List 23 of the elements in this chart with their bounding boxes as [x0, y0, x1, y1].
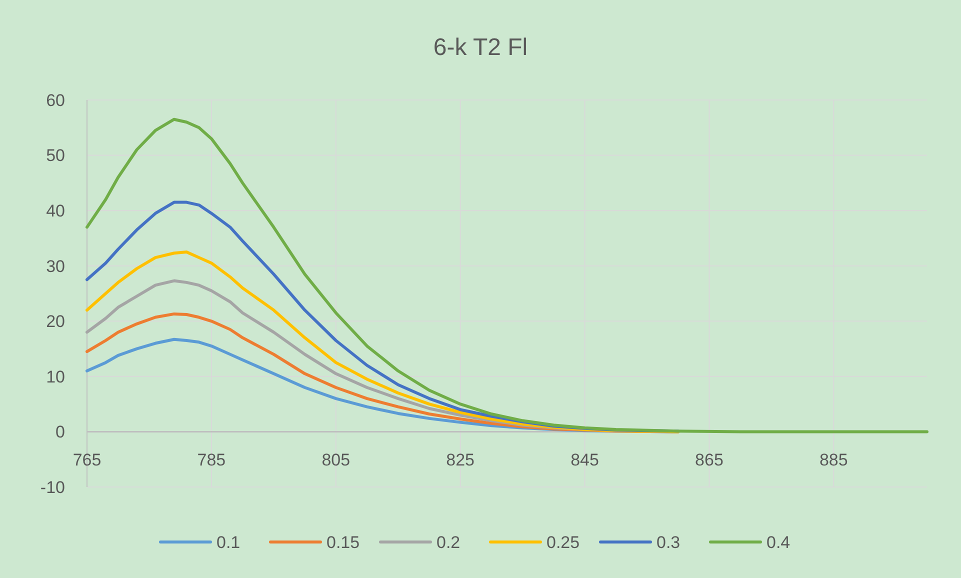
x-tick-label: 885: [819, 450, 848, 470]
legend-label: 0.3: [656, 532, 680, 552]
legend-label: 0.25: [546, 532, 580, 552]
x-tick-label: 845: [570, 450, 599, 470]
x-tick-label: 865: [695, 450, 724, 470]
x-tick-label: 825: [446, 450, 475, 470]
y-tick-label: 40: [46, 202, 65, 221]
legend-label: 0.15: [326, 532, 360, 552]
y-tick-label: 0: [56, 422, 65, 442]
y-tick-label: 10: [46, 367, 65, 386]
y-tick-label: -10: [40, 478, 65, 497]
legend-label: 0.1: [216, 532, 240, 552]
y-tick-label: 20: [46, 312, 65, 332]
x-tick-label: 765: [72, 450, 102, 470]
line-series: [86, 118, 928, 434]
y-tick-label: 60: [46, 90, 65, 110]
y-tick-label: 50: [46, 146, 65, 166]
y-tick-label: 30: [46, 256, 65, 276]
legend-label: 0.4: [766, 532, 790, 552]
chart-title: 6-k T2 Fl: [433, 34, 528, 61]
x-tick-label: 805: [322, 450, 350, 470]
legend-label: 0.2: [436, 532, 460, 552]
x-tick-label: 785: [197, 450, 226, 470]
